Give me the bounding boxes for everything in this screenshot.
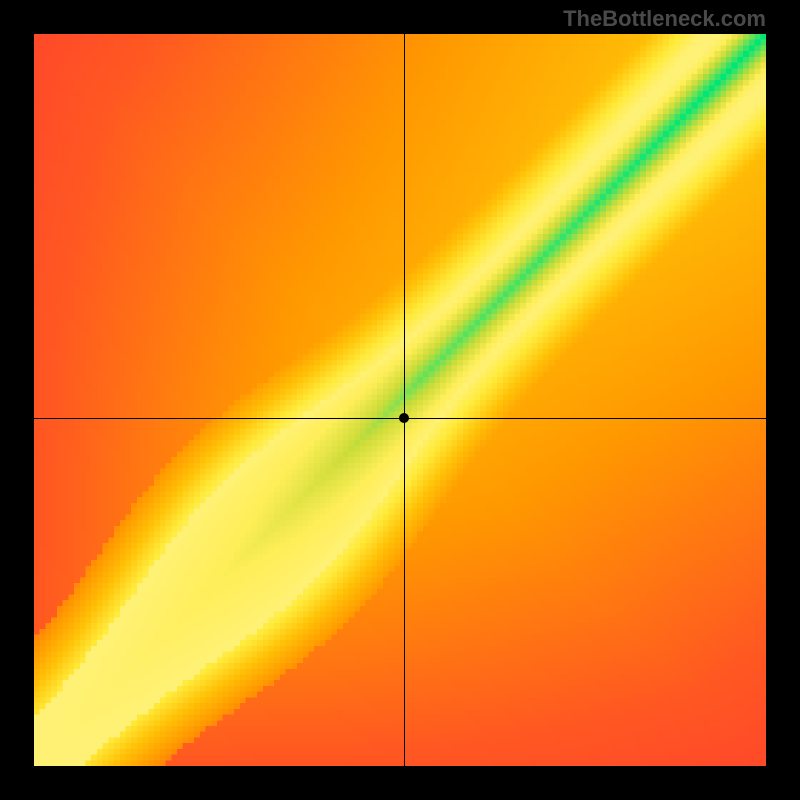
watermark-text: TheBottleneck.com <box>563 6 766 32</box>
heatmap-canvas <box>34 34 766 766</box>
bottleneck-heatmap <box>34 34 766 766</box>
crosshair-vertical <box>404 34 405 766</box>
data-point-marker <box>399 413 409 423</box>
